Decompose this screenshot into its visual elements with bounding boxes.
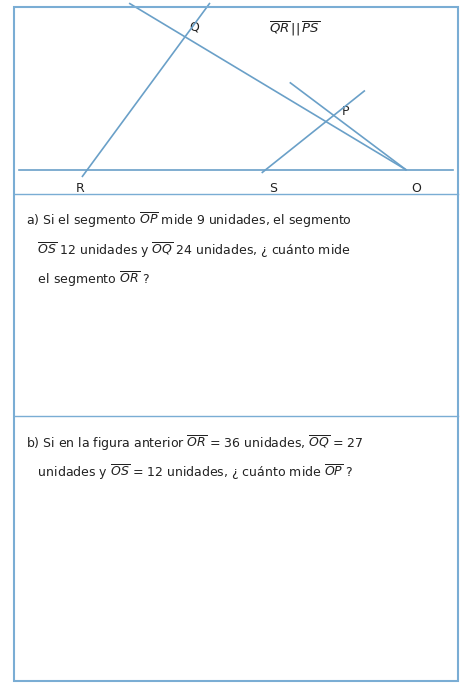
Text: a) Si el segmento $\overline{OP}$ mide 9 unidades, el segmento: a) Si el segmento $\overline{OP}$ mide 9…	[26, 211, 352, 230]
Text: S: S	[270, 182, 278, 195]
Text: P: P	[342, 105, 350, 118]
Text: R: R	[76, 182, 85, 195]
Text: el segmento $\overline{OR}$ ?: el segmento $\overline{OR}$ ?	[26, 270, 150, 290]
Text: unidades y $\overline{OS}$ = 12 unidades, ¿ cuánto mide $\overline{OP}$ ?: unidades y $\overline{OS}$ = 12 unidades…	[26, 463, 353, 482]
Text: b) Si en la figura anterior $\overline{OR}$ = 36 unidades, $\overline{OQ}$ = 27: b) Si en la figura anterior $\overline{O…	[26, 433, 363, 453]
Text: $\overline{OS}$ 12 unidades y $\overline{OQ}$ 24 unidades, ¿ cuánto mide: $\overline{OS}$ 12 unidades y $\overline…	[26, 241, 351, 260]
Text: $\overline{QR}\,||\,\overline{PS}$: $\overline{QR}\,||\,\overline{PS}$	[269, 20, 320, 39]
Text: Q: Q	[189, 21, 199, 34]
Text: O: O	[412, 182, 421, 195]
